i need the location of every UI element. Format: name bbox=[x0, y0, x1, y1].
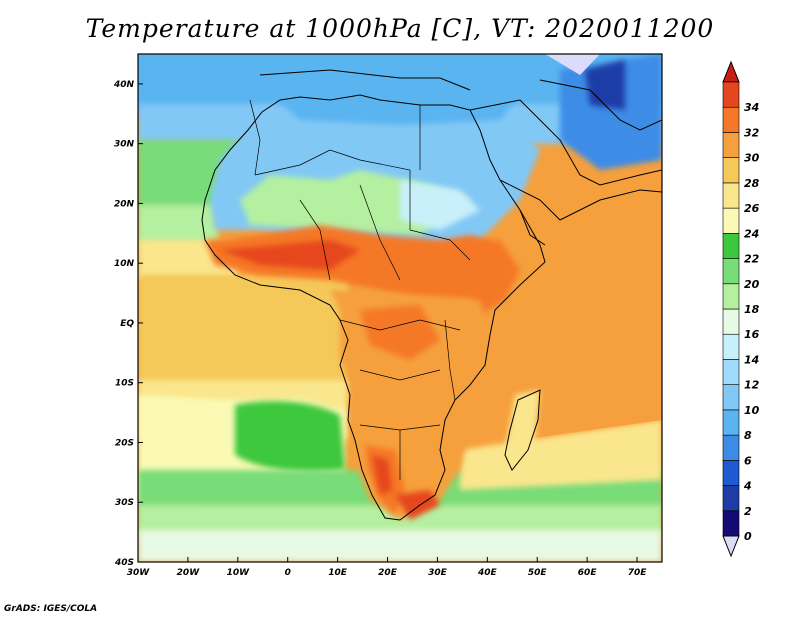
lon-tick-label: 20W bbox=[177, 568, 201, 578]
lon-tick-label: 40E bbox=[477, 568, 498, 578]
temperature-field bbox=[138, 54, 662, 562]
lat-tick-label: 30S bbox=[115, 498, 134, 508]
colorbar-label: 12 bbox=[744, 379, 760, 392]
colorbar-label: 4 bbox=[743, 480, 752, 493]
colorbar-label: 26 bbox=[744, 202, 760, 215]
colorbar-swatch bbox=[722, 157, 740, 184]
colorbar-label: 24 bbox=[744, 227, 759, 240]
chart-title: Temperature at 1000hPa [C], VT: 20200112… bbox=[85, 14, 715, 43]
colorbar-swatch bbox=[722, 258, 740, 285]
lat-tick-label: 30N bbox=[114, 140, 135, 150]
colorbar-under-arrow bbox=[722, 535, 740, 558]
lon-tick-label: 0 bbox=[285, 568, 291, 578]
lon-tick-label: 30E bbox=[428, 568, 448, 578]
colorbar-swatch bbox=[722, 233, 740, 259]
colorbar-swatch bbox=[722, 384, 740, 411]
lat-tick-label: 20S bbox=[115, 438, 134, 448]
colorbar-over-arrow bbox=[722, 60, 740, 83]
colorbar-swatch bbox=[722, 81, 740, 108]
lon-tick-label: 10W bbox=[227, 568, 251, 578]
colorbar-label: 32 bbox=[744, 126, 760, 139]
lat-tick-label: EQ bbox=[120, 319, 134, 329]
colorbar-swatch bbox=[722, 308, 740, 335]
lon-tick-label: 60E bbox=[578, 568, 598, 578]
colorbar-label: 6 bbox=[744, 454, 752, 467]
colorbar-swatch bbox=[722, 283, 740, 310]
lon-tick-label: 30W bbox=[127, 568, 151, 578]
lat-tick-label: 40N bbox=[113, 80, 135, 90]
colorbar-label: 34 bbox=[744, 101, 759, 114]
credit-label: GrADS: IGES/COLA bbox=[4, 604, 98, 614]
colorbar-label: 28 bbox=[744, 177, 760, 190]
colorbar-swatch bbox=[722, 132, 740, 158]
colorbar-label: 16 bbox=[744, 328, 760, 341]
lon-tick-label: 10E bbox=[328, 568, 348, 578]
lat-tick-label: 40S bbox=[114, 558, 134, 568]
colorbar-label: 20 bbox=[744, 278, 760, 291]
colorbar-swatch bbox=[722, 106, 740, 133]
colorbar-swatch bbox=[722, 485, 740, 512]
colorbar-label: 0 bbox=[744, 530, 752, 543]
colorbar-label: 22 bbox=[744, 253, 760, 266]
map-frame bbox=[137, 53, 663, 563]
colorbar-swatch bbox=[722, 359, 740, 385]
colorbar-swatch bbox=[722, 510, 740, 537]
colorbar-label: 30 bbox=[744, 152, 760, 165]
colorbar-label: 14 bbox=[744, 353, 759, 366]
colorbar-swatch bbox=[722, 207, 740, 234]
lon-tick-label: 20E bbox=[378, 568, 398, 578]
colorbar-swatch bbox=[722, 182, 740, 209]
lon-tick-label: 70E bbox=[628, 568, 648, 578]
coastlines bbox=[201, 69, 662, 521]
colorbar-label: 8 bbox=[744, 429, 752, 442]
colorbar-label: 2 bbox=[744, 505, 752, 518]
lon-tick-label: 50E bbox=[528, 568, 548, 578]
colorbar-swatch bbox=[722, 409, 740, 436]
colorbar-swatch bbox=[722, 333, 740, 360]
lat-tick-label: 10N bbox=[114, 259, 135, 269]
lat-tick-label: 10S bbox=[115, 379, 134, 389]
colorbar-label: 10 bbox=[744, 404, 760, 417]
colorbar-swatch bbox=[722, 460, 740, 486]
lat-tick-label: 20N bbox=[114, 199, 135, 209]
colorbar-swatch bbox=[722, 434, 740, 461]
colorbar-label: 18 bbox=[744, 303, 760, 316]
